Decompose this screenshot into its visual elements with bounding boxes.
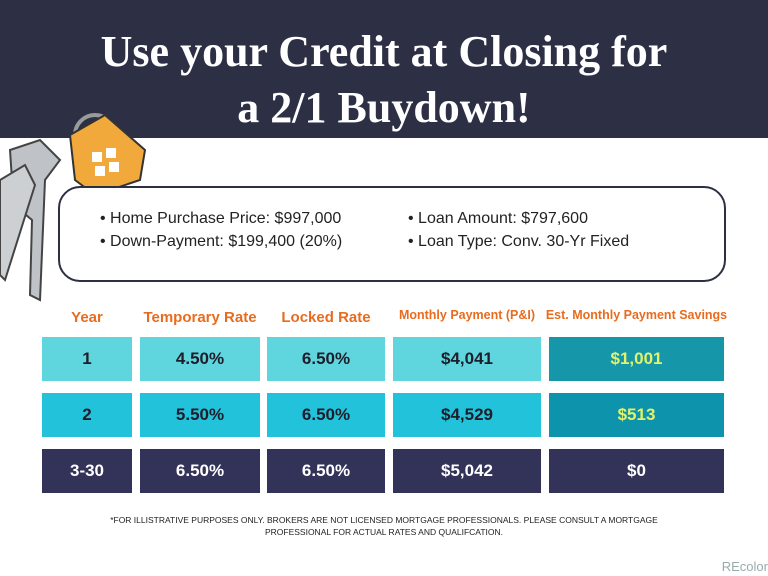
info-item: • Home Purchase Price: $997,000 <box>100 210 342 227</box>
title: a 2/1 Buydown! <box>237 83 531 132</box>
table-cell: $0 <box>549 449 724 493</box>
info-box <box>58 186 726 282</box>
table-cell: 6.50% <box>267 337 385 381</box>
footnote: *FOR ILLISTRATIVE PURPOSES ONLY. BROKERS… <box>110 515 658 525</box>
column-header: Monthly Payment (P&I) <box>398 308 536 322</box>
table-cell: $4,041 <box>393 337 541 381</box>
column-header: Locked Rate <box>281 309 371 326</box>
table-cell: 4.50% <box>140 337 260 381</box>
table-cell: 6.50% <box>267 449 385 493</box>
footnote: PROFESSIONAL FOR ACTUAL RATES AND QUALIF… <box>264 527 504 537</box>
info-item: • Loan Amount: $797,600 <box>408 210 588 227</box>
keys-illustration <box>0 113 147 302</box>
info-text: Down-Payment: $199,400 (20%) <box>110 233 343 250</box>
table-cell: $5,042 <box>393 449 541 493</box>
table-cell: $4,529 <box>393 393 541 437</box>
table-cell: 2 <box>42 393 132 437</box>
info-text: Home Purchase Price: $997,000 <box>110 210 342 227</box>
info-item: • Down-Payment: $199,400 (20%) <box>100 233 343 250</box>
table-cell: $513 <box>549 393 724 437</box>
watermark: REcolor <box>721 559 768 574</box>
table-cell: 5.50% <box>140 393 260 437</box>
title: Use your Credit at Closing for <box>100 27 668 76</box>
table-cell: 6.50% <box>267 393 385 437</box>
column-header: Est. Monthly Payment Savings <box>545 308 728 322</box>
table-cell: 6.50% <box>140 449 260 493</box>
table-cell: 1 <box>42 337 132 381</box>
header-band <box>0 0 768 138</box>
info-item: • Loan Type: Conv. 30-Yr Fixed <box>408 233 630 250</box>
column-header: Temporary Rate <box>143 309 257 326</box>
info-text: Loan Amount: $797,600 <box>418 210 588 227</box>
column-header: Year <box>71 309 103 326</box>
info-text: Loan Type: Conv. 30-Yr Fixed <box>418 233 630 250</box>
table-cell: 3-30 <box>42 449 132 493</box>
table-cell: $1,001 <box>549 337 724 381</box>
